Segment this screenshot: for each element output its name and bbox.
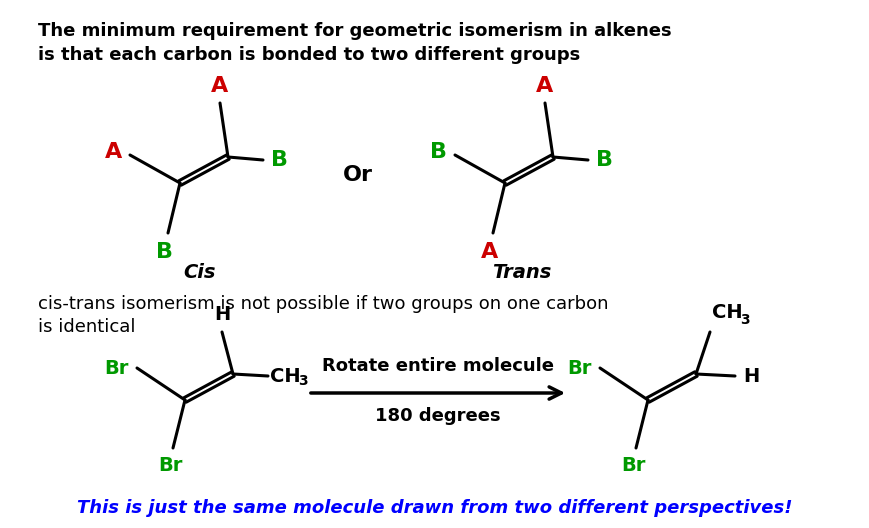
Text: 3: 3 [740, 313, 749, 327]
Text: Cis: Cis [183, 263, 216, 282]
Text: is that each carbon is bonded to two different groups: is that each carbon is bonded to two dif… [38, 46, 580, 64]
Text: The minimum requirement for geometric isomerism in alkenes: The minimum requirement for geometric is… [38, 22, 671, 40]
Text: A: A [481, 242, 498, 262]
Text: Or: Or [342, 165, 373, 185]
Text: B: B [429, 142, 447, 162]
Text: CH: CH [269, 366, 301, 385]
Text: B: B [595, 150, 613, 170]
Text: Trans: Trans [492, 263, 551, 282]
Text: Br: Br [620, 456, 645, 475]
Text: CH: CH [711, 303, 742, 322]
Text: A: A [104, 142, 122, 162]
Text: A: A [211, 76, 229, 96]
Text: A: A [536, 76, 553, 96]
Text: This is just the same molecule drawn from two different perspectives!: This is just the same molecule drawn fro… [77, 499, 792, 517]
Text: 180 degrees: 180 degrees [375, 407, 501, 425]
Text: cis-trans isomerism is not possible if two groups on one carbon: cis-trans isomerism is not possible if t… [38, 295, 607, 313]
Text: H: H [214, 305, 230, 324]
Text: 3: 3 [298, 374, 308, 388]
Text: Br: Br [567, 359, 591, 378]
Text: H: H [742, 366, 759, 385]
Text: Br: Br [104, 359, 129, 378]
Text: Br: Br [157, 456, 182, 475]
Text: B: B [156, 242, 173, 262]
Text: Rotate entire molecule: Rotate entire molecule [322, 357, 554, 375]
Text: B: B [270, 150, 288, 170]
Text: is identical: is identical [38, 318, 136, 336]
